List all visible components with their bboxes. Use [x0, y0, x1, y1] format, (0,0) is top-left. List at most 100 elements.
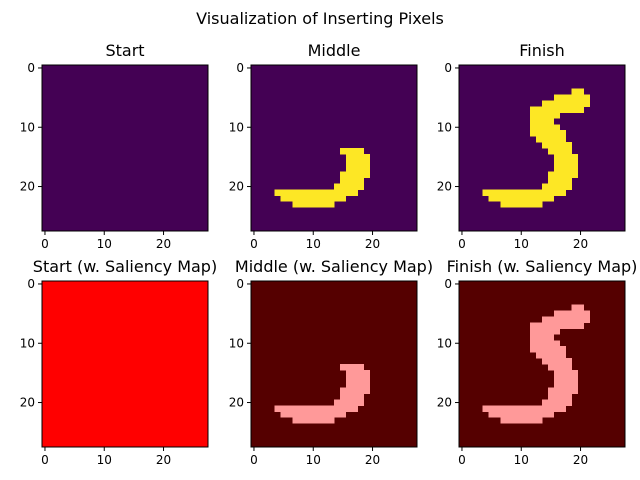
pixel	[565, 183, 572, 190]
x-tick-label: 10	[514, 237, 529, 251]
x-tick-label: 20	[573, 453, 588, 467]
pixel	[553, 124, 561, 131]
pixel	[506, 411, 513, 418]
panel-title: Start (w. Saliency Map)	[33, 257, 217, 276]
pixel	[571, 88, 578, 95]
pixel	[518, 201, 525, 208]
pixel	[536, 112, 543, 119]
pixel	[351, 153, 359, 161]
pixel	[351, 393, 359, 400]
pixel	[559, 136, 567, 143]
pixel	[500, 405, 507, 412]
pixel	[351, 189, 359, 196]
pixel	[345, 375, 353, 383]
pixel	[577, 310, 584, 317]
x-tick-label: 20	[156, 453, 171, 467]
pixel	[351, 364, 359, 371]
y-tick-label: 20	[229, 180, 244, 194]
pixel	[553, 177, 561, 184]
pixel	[547, 358, 555, 365]
pixel	[553, 94, 561, 101]
x-tick-label: 20	[156, 237, 171, 251]
pixel	[559, 399, 567, 406]
pixel	[351, 183, 359, 190]
pixel	[530, 112, 537, 119]
pixel	[571, 100, 578, 107]
pixel	[530, 411, 537, 418]
pixel	[310, 195, 317, 202]
y-tick-label: 10	[437, 120, 452, 134]
pixel	[559, 177, 567, 184]
pixel	[571, 106, 578, 113]
pixel	[553, 352, 561, 359]
pixel	[328, 405, 335, 412]
pixel	[345, 183, 353, 190]
pixel	[328, 195, 335, 202]
pixel	[565, 153, 572, 161]
pixel	[553, 393, 561, 400]
pixel	[345, 381, 353, 389]
pixel	[339, 364, 347, 371]
pixel	[553, 387, 561, 394]
pixel	[542, 130, 549, 137]
pixel	[542, 106, 549, 113]
pixel	[316, 405, 323, 412]
pixel	[536, 346, 543, 353]
pixel	[553, 171, 561, 178]
pixel	[542, 399, 549, 406]
pixel	[351, 381, 359, 389]
pixel	[559, 316, 567, 323]
axes-frame	[250, 280, 418, 448]
pixel	[547, 328, 555, 335]
pixel	[280, 189, 287, 196]
pixel	[316, 411, 323, 418]
pixel	[536, 130, 543, 137]
pixel	[536, 417, 543, 424]
pixel	[530, 124, 537, 131]
pixel	[512, 201, 519, 208]
x-tick-label: 0	[250, 237, 258, 251]
pixel	[536, 405, 543, 412]
pixel	[345, 159, 353, 167]
pixel	[547, 106, 555, 113]
pixel	[482, 405, 489, 412]
pixel	[506, 189, 513, 196]
pixel	[553, 322, 561, 329]
pixel	[553, 399, 561, 406]
pixel	[310, 411, 317, 418]
pixel	[494, 411, 501, 418]
pixel	[357, 165, 364, 173]
pixel	[559, 171, 567, 178]
pixel	[488, 411, 495, 418]
pixel	[559, 310, 567, 317]
pixel	[571, 304, 578, 311]
pixel	[512, 189, 519, 196]
pixel	[530, 106, 537, 113]
pixel	[559, 165, 567, 173]
pixel	[298, 417, 305, 424]
pixel	[351, 405, 359, 412]
pixel	[565, 393, 572, 400]
x-tick-label: 20	[573, 237, 588, 251]
pixel	[494, 195, 501, 202]
pixel	[304, 201, 311, 208]
pixel	[547, 112, 555, 119]
y-tick-label: 20	[229, 396, 244, 410]
pixel	[542, 136, 549, 143]
pixel	[351, 387, 359, 394]
pixel	[280, 405, 287, 412]
pixel	[512, 195, 519, 202]
panel-title: Middle	[308, 41, 361, 60]
pixel	[363, 153, 370, 161]
pixel	[553, 375, 561, 383]
pixel	[553, 364, 561, 371]
pixel	[518, 417, 525, 424]
pixel	[530, 328, 537, 335]
pixel	[577, 316, 584, 323]
pixel	[536, 352, 543, 359]
y-tick-label: 20	[20, 180, 35, 194]
y-tick-label: 10	[20, 336, 35, 350]
pixel	[565, 358, 572, 365]
pixel	[345, 399, 353, 406]
